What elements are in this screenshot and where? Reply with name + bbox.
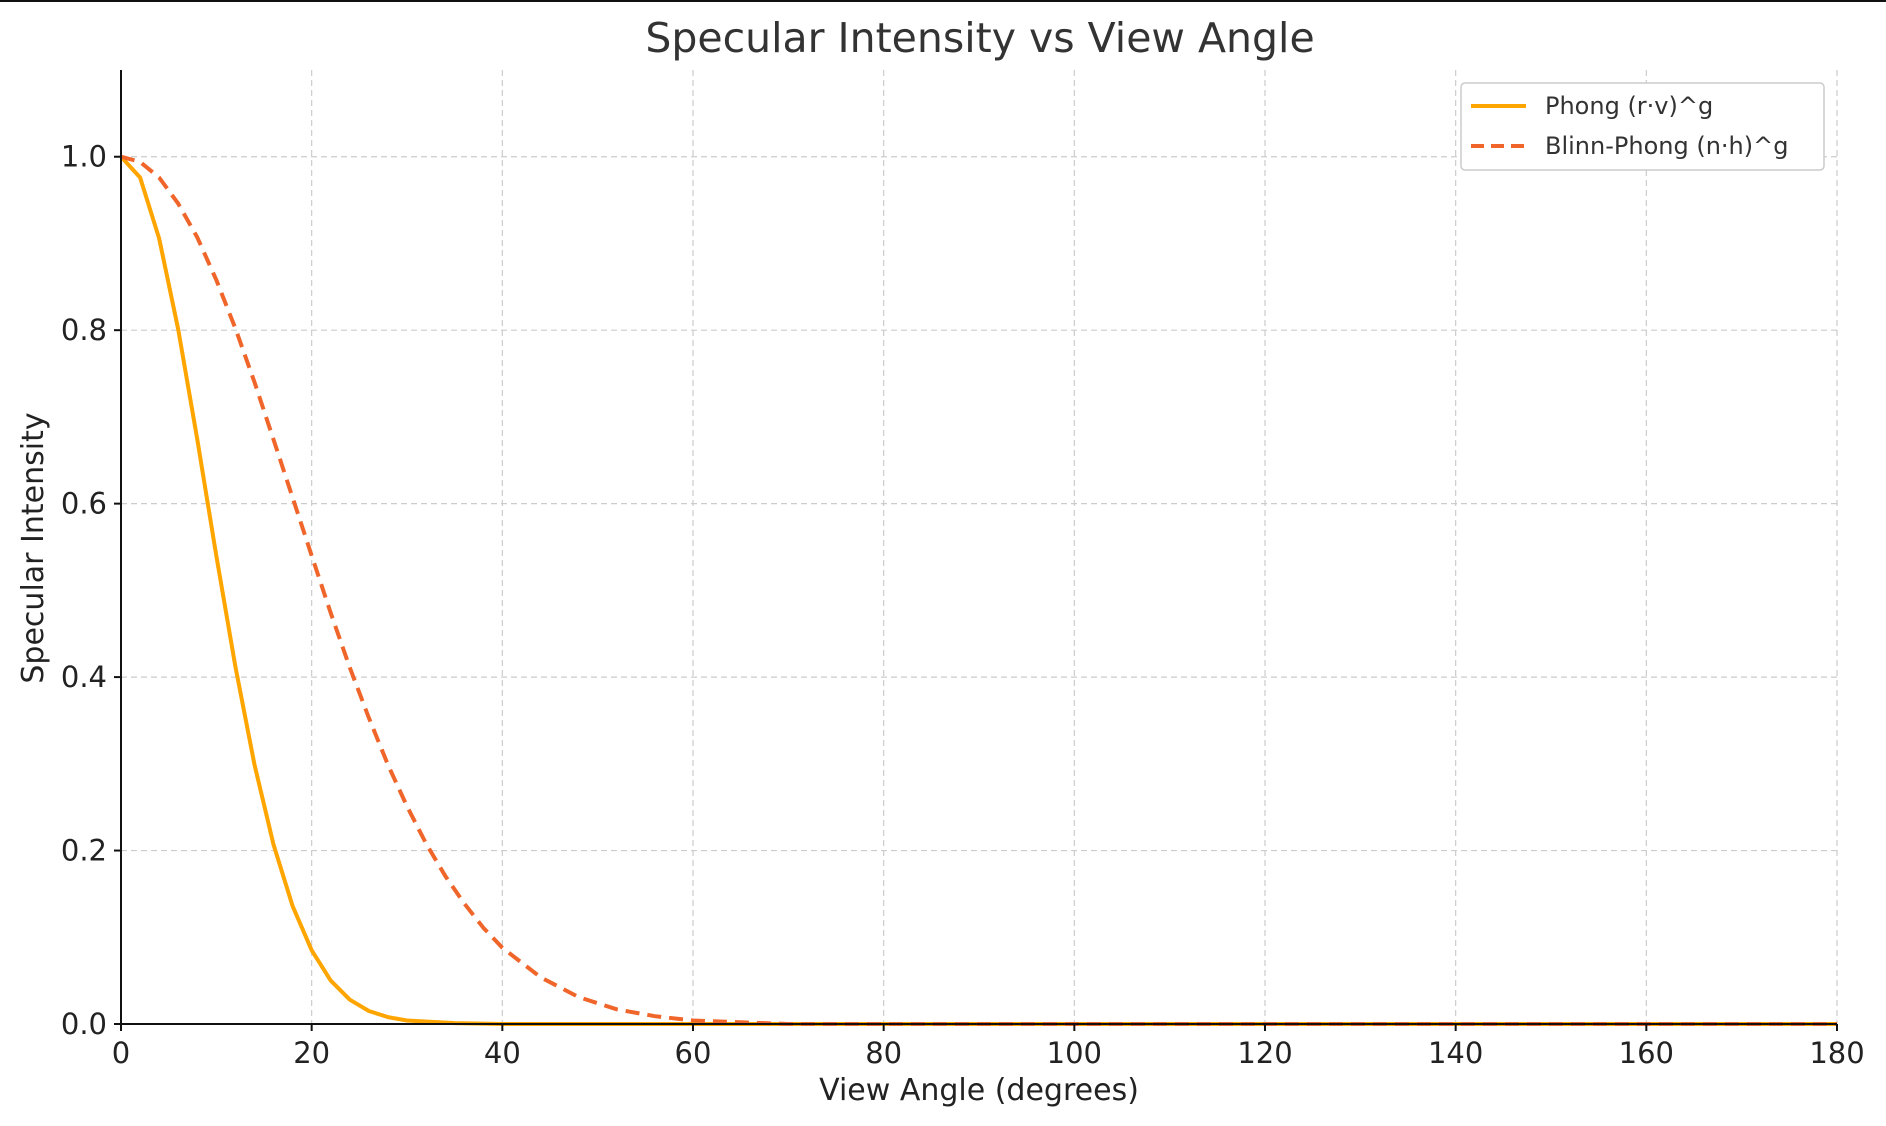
legend-label-phong: Phong (r·v)^g: [1545, 92, 1713, 120]
y-tick-label: 0.2: [61, 834, 107, 868]
legend-label-blinn-phong: Blinn-Phong (n·h)^g: [1545, 132, 1788, 160]
axes: [114, 70, 1838, 1031]
series-line-blinn-phong: [120, 154, 1837, 1026]
tick-labels: 0 20 40 60 80 100 120 140 160 180 0.0 0.2 0.4 0.6 0.8 1…: [61, 140, 1865, 1070]
x-tick-label: 0: [112, 1036, 130, 1070]
x-tick-label: 60: [675, 1036, 712, 1070]
legend: Phong (r·v)^g Blinn-Phong (n·h)^g: [1460, 82, 1825, 171]
y-tick-label: 0.4: [61, 660, 107, 694]
x-tick-label: 100: [1047, 1036, 1102, 1070]
y-tick-label: 0.0: [61, 1007, 107, 1041]
y-tick-label: 1.0: [61, 140, 107, 174]
series-lines: [119, 154, 1837, 1026]
chart-title: Specular Intensity vs View Angle: [645, 14, 1314, 62]
x-tick-label: 120: [1237, 1036, 1292, 1070]
x-tick-label: 180: [1809, 1036, 1864, 1070]
x-tick-label: 20: [293, 1036, 330, 1070]
legend-box: [1460, 82, 1825, 171]
x-axis-label: View Angle (degrees): [819, 1073, 1139, 1108]
x-tick-label: 80: [865, 1036, 902, 1070]
x-tick-label: 40: [484, 1036, 521, 1070]
grid: [121, 70, 1838, 1024]
series-line-phong: [119, 155, 1837, 1026]
x-tick-label: 140: [1428, 1036, 1483, 1070]
x-tick-label: 160: [1619, 1036, 1674, 1070]
y-axis-label: Specular Intensity: [16, 412, 51, 683]
y-tick-label: 0.6: [61, 487, 107, 521]
top-border-line: [0, 0, 1886, 2]
y-tick-label: 0.8: [61, 313, 107, 347]
